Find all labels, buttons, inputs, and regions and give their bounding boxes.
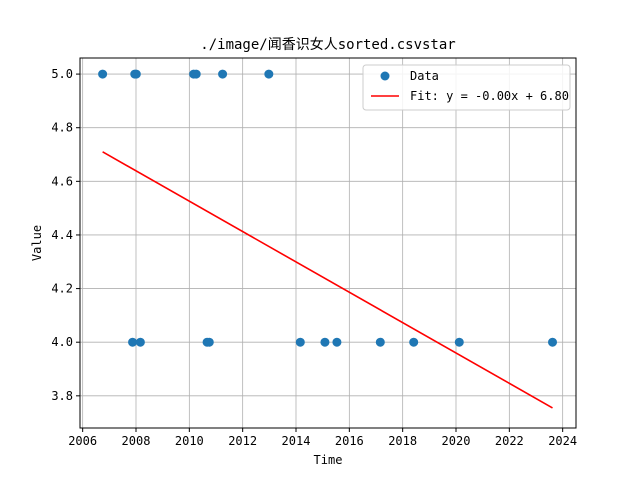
x-axis-ticks: 2006 2008 2010 2012 2014 2016 2018 2020 2022 2024 xyxy=(68,428,577,448)
legend-box xyxy=(362,64,571,111)
data-point xyxy=(135,337,145,347)
data-point xyxy=(375,337,385,347)
chart-title: ./image/闻香识女人sorted.csvstar xyxy=(200,36,455,53)
x-tick-label: 2018 xyxy=(388,434,417,448)
legend-data-label: Data xyxy=(410,69,439,83)
x-tick-label: 2012 xyxy=(228,434,257,448)
data-point xyxy=(320,337,330,347)
y-tick-label: 4.4 xyxy=(51,228,73,242)
legend-data-marker xyxy=(380,71,390,81)
data-point xyxy=(128,337,138,347)
plot-area-background xyxy=(80,58,576,428)
data-point xyxy=(191,69,201,79)
x-axis-label: Time xyxy=(314,453,343,467)
data-point xyxy=(454,337,464,347)
x-tick-label: 2006 xyxy=(68,434,97,448)
y-tick-label: 4.2 xyxy=(51,282,73,296)
data-point xyxy=(98,69,108,79)
data-point xyxy=(295,337,305,347)
x-tick-label: 2024 xyxy=(548,434,577,448)
legend-fit-label: Fit: y = -0.00x + 6.80 xyxy=(410,89,569,103)
grid xyxy=(80,58,576,428)
x-tick-label: 2016 xyxy=(335,434,364,448)
x-tick-label: 2020 xyxy=(442,434,471,448)
y-axis-label: Value xyxy=(30,225,44,261)
plot-area-frame xyxy=(79,57,577,429)
y-tick-label: 3.8 xyxy=(51,389,73,403)
data-point xyxy=(409,337,419,347)
y-tick-label: 4.6 xyxy=(51,174,73,188)
y-axis-ticks: 3.8 4.0 4.2 4.4 4.6 4.8 5.0 xyxy=(51,67,80,403)
legend: Data Fit: y = -0.00x + 6.80 xyxy=(362,64,571,111)
x-tick-label: 2014 xyxy=(282,434,311,448)
fit-line xyxy=(102,151,553,409)
data-point xyxy=(131,69,141,79)
y-tick-label: 4.8 xyxy=(51,121,73,135)
x-tick-label: 2010 xyxy=(175,434,204,448)
data-point xyxy=(204,337,214,347)
data-point xyxy=(218,69,228,79)
y-tick-label: 5.0 xyxy=(51,67,73,81)
fit-line-layer xyxy=(102,151,553,409)
x-tick-label: 2022 xyxy=(495,434,524,448)
x-tick-label: 2008 xyxy=(122,434,151,448)
data-points-layer xyxy=(98,69,558,347)
data-point xyxy=(264,69,274,79)
data-point xyxy=(332,337,342,347)
data-point xyxy=(548,337,558,347)
y-tick-label: 4.0 xyxy=(51,335,73,349)
